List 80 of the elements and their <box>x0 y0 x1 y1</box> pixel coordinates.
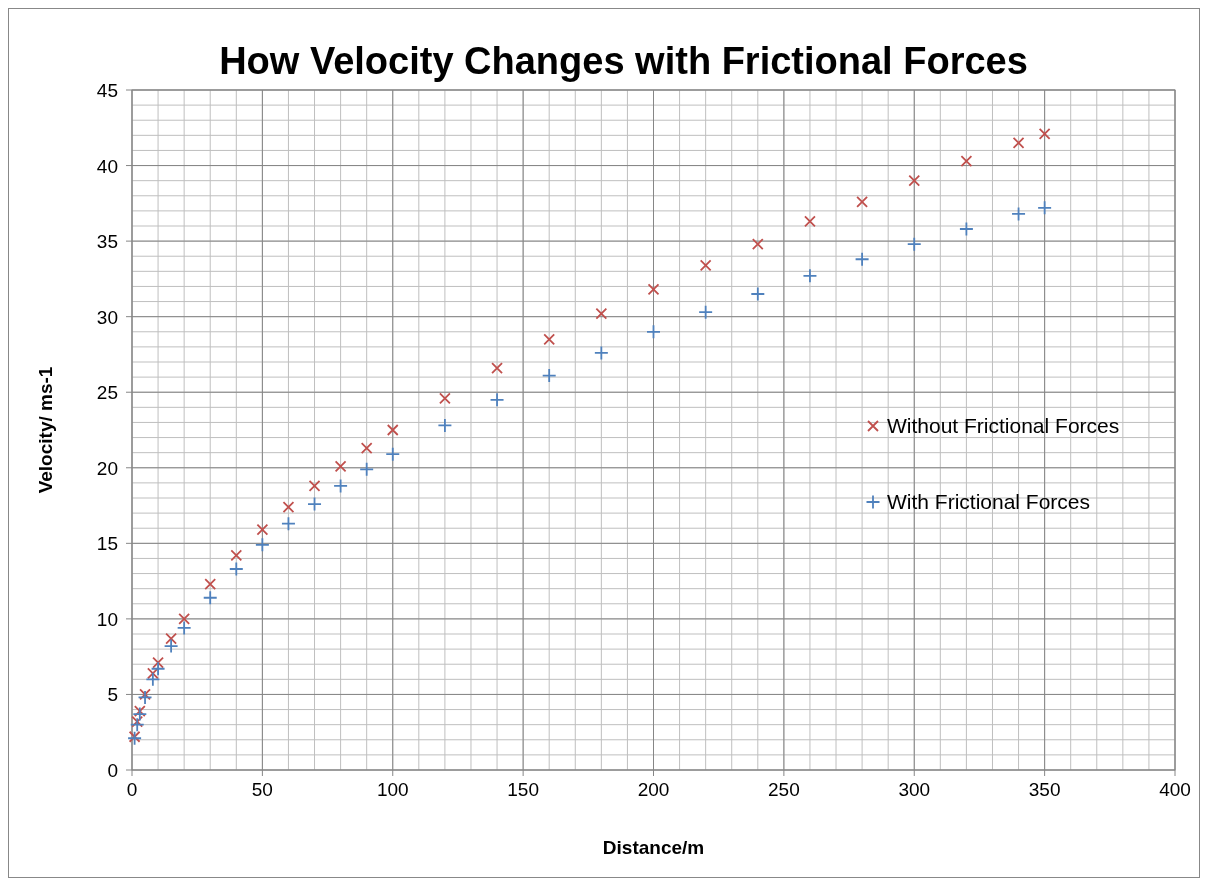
point <box>1037 200 1053 216</box>
point <box>647 283 660 296</box>
point <box>165 632 178 645</box>
x-tick-label: 200 <box>637 779 670 800</box>
point <box>906 236 922 252</box>
point <box>228 561 244 577</box>
point <box>176 620 192 636</box>
point <box>256 523 269 536</box>
point <box>698 304 714 320</box>
point <box>254 537 270 553</box>
point <box>595 307 608 320</box>
point <box>152 656 164 669</box>
x-axis-title: Distance/m <box>602 837 705 858</box>
point <box>139 688 151 701</box>
point <box>541 368 557 383</box>
point <box>1011 206 1026 222</box>
point <box>133 705 146 717</box>
chart-title: How Velocity Changes with Frictional Forces <box>219 40 1028 82</box>
point <box>908 174 921 187</box>
y-tick-label: 10 <box>96 608 118 630</box>
x-tick-label: 150 <box>507 779 539 800</box>
point <box>1038 127 1051 140</box>
point <box>334 460 347 473</box>
point <box>854 251 870 267</box>
y-tick-label: 45 <box>96 80 118 101</box>
x-tick-label: 100 <box>376 779 409 800</box>
point <box>439 392 451 405</box>
point <box>959 221 974 237</box>
point <box>646 324 661 340</box>
y-tick-label: 35 <box>96 231 118 253</box>
legend-label: With Frictional Forces <box>887 490 1091 513</box>
point <box>129 717 145 733</box>
y-tick-label: 15 <box>96 533 118 555</box>
point <box>307 496 322 512</box>
x-tick-label: 250 <box>768 779 800 800</box>
point <box>1012 136 1025 149</box>
point <box>386 424 399 436</box>
point <box>178 612 191 625</box>
point <box>145 671 161 687</box>
point <box>359 461 375 477</box>
x-tick-label: 300 <box>898 779 931 800</box>
point <box>699 259 712 272</box>
point <box>281 516 296 532</box>
point <box>804 215 816 228</box>
point <box>489 392 505 408</box>
point <box>593 345 609 361</box>
point <box>204 578 217 591</box>
point <box>385 446 401 462</box>
x-tick-label: 0 <box>126 779 138 800</box>
point <box>150 661 166 677</box>
point <box>360 442 373 455</box>
point <box>543 333 556 346</box>
y-axis-title: Velocity/ ms-1 <box>35 366 56 494</box>
point <box>491 362 503 374</box>
point <box>131 715 144 728</box>
point <box>856 195 868 208</box>
y-tick-label: 0 <box>107 760 118 781</box>
y-tick-label: 40 <box>96 155 118 177</box>
x-tick-label: 400 <box>1159 779 1191 800</box>
point <box>132 706 148 722</box>
point <box>282 501 295 513</box>
point <box>751 238 764 251</box>
point <box>437 418 453 433</box>
point <box>230 549 243 562</box>
point <box>137 690 153 705</box>
point <box>333 478 348 494</box>
y-tick-label: 30 <box>96 306 118 328</box>
point <box>202 590 218 606</box>
y-tick-label: 25 <box>96 382 118 404</box>
point <box>308 480 321 492</box>
point <box>750 286 766 302</box>
legend-label: Without Frictional Forces <box>887 414 1120 437</box>
y-tick-label: 20 <box>96 457 118 479</box>
y-tick-label: 5 <box>107 684 118 706</box>
point <box>960 155 973 167</box>
point <box>163 638 179 654</box>
point <box>802 268 818 284</box>
point <box>146 667 159 680</box>
x-tick-label: 50 <box>251 779 273 800</box>
x-tick-label: 350 <box>1028 779 1061 800</box>
